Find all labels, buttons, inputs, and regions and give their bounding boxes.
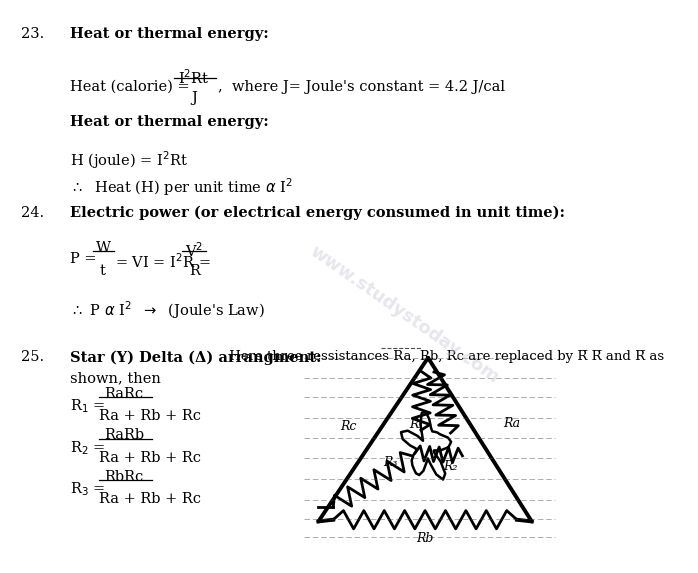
Text: R$_3$ =: R$_3$ = <box>70 480 105 498</box>
Text: V$^2$: V$^2$ <box>185 241 203 260</box>
Text: R₁: R₁ <box>409 418 424 431</box>
Text: Ra + Rb + Rc: Ra + Rb + Rc <box>99 492 201 506</box>
Text: Here three ressistances Ra, Rb, Rc are replaced by R̅ R̅ and R̅ as: Here three ressistances Ra, Rb, Rc are r… <box>225 350 664 363</box>
Text: J: J <box>191 92 197 105</box>
Text: = VI = I$^2$R =: = VI = I$^2$R = <box>115 252 211 271</box>
Text: RaRb: RaRb <box>104 429 144 442</box>
Text: Ra + Rb + Rc: Ra + Rb + Rc <box>99 451 201 465</box>
Text: R: R <box>189 264 200 278</box>
Text: Star (Y) Delta (Δ) arrangment:: Star (Y) Delta (Δ) arrangment: <box>70 350 321 365</box>
Text: RbRc: RbRc <box>104 469 143 484</box>
Text: 25.: 25. <box>21 350 44 364</box>
Text: Heat or thermal energy:: Heat or thermal energy: <box>70 115 268 129</box>
Text: Heat or thermal energy:: Heat or thermal energy: <box>70 27 268 41</box>
Text: ,  where J= Joule's constant = 4.2 J/cal: , where J= Joule's constant = 4.2 J/cal <box>218 80 505 94</box>
Text: R₃: R₃ <box>383 456 398 469</box>
Text: W: W <box>96 241 111 255</box>
Text: 24.: 24. <box>21 206 44 219</box>
Text: R₂: R₂ <box>443 460 458 473</box>
Text: 23.: 23. <box>21 27 44 41</box>
Text: RaRc: RaRc <box>104 387 143 401</box>
Text: I$^2$Rt: I$^2$Rt <box>178 69 209 87</box>
Text: shown, then: shown, then <box>70 371 161 385</box>
Text: P =: P = <box>70 252 96 266</box>
Text: R$_2$ =: R$_2$ = <box>70 439 105 457</box>
Text: Rc: Rc <box>340 419 356 433</box>
Text: Ra: Ra <box>504 417 521 430</box>
Text: Rb: Rb <box>416 532 433 545</box>
Text: www.studystoday.com: www.studystoday.com <box>306 243 503 387</box>
Text: $\therefore$ P $\alpha$ I$^2$  $\rightarrow$  (Joule's Law): $\therefore$ P $\alpha$ I$^2$ $\rightarr… <box>70 299 265 321</box>
Text: Heat (calorie) =: Heat (calorie) = <box>70 80 189 94</box>
Text: H (joule) = I$^2$Rt: H (joule) = I$^2$Rt <box>70 150 188 171</box>
Text: R$_1$ =: R$_1$ = <box>70 398 105 415</box>
Text: $\therefore$  Heat (H) per unit time $\alpha$ I$^2$: $\therefore$ Heat (H) per unit time $\al… <box>70 176 292 198</box>
Text: t: t <box>99 264 105 278</box>
Text: Electric power (or electrical energy consumed in unit time):: Electric power (or electrical energy con… <box>70 206 565 220</box>
Text: Ra + Rb + Rc: Ra + Rb + Rc <box>99 409 201 423</box>
